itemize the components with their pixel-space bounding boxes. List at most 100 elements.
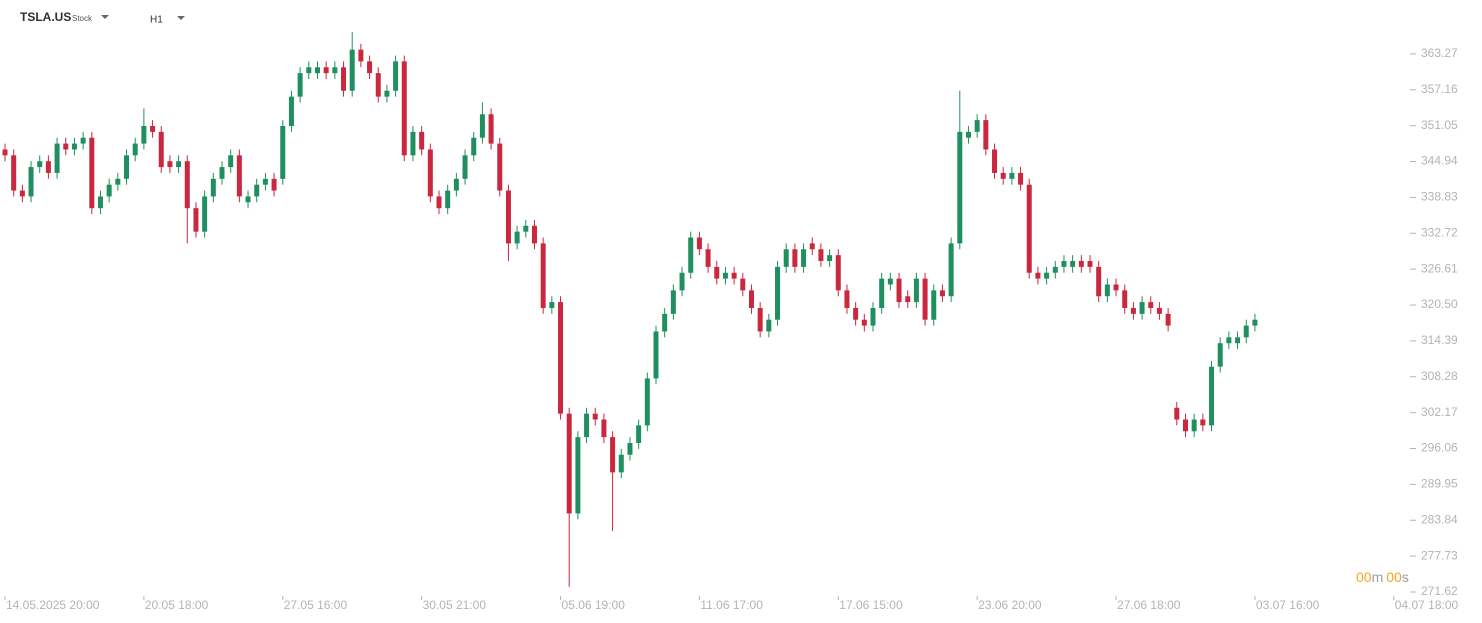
x-tick-label: 20.05 18:00 (145, 598, 209, 612)
y-tick-label: 314.39 (1421, 333, 1458, 347)
candle-body (297, 73, 303, 97)
candle-body (957, 131, 963, 244)
y-tick-label: 357.16 (1421, 82, 1458, 96)
candle-body (497, 143, 503, 191)
candle-body (97, 196, 103, 209)
countdown-minutes: 00 (1356, 569, 1372, 585)
candle-body (1078, 261, 1084, 267)
interval: H1 (150, 15, 163, 26)
candle-body (714, 266, 720, 279)
candle-body (974, 120, 980, 132)
candle-body (1148, 302, 1154, 308)
y-tick-label: 302.17 (1421, 405, 1458, 419)
candle-body (939, 290, 945, 297)
candle-body (575, 437, 581, 514)
candle-body (393, 61, 399, 91)
candle-body (1000, 172, 1006, 179)
candle-body (870, 307, 876, 326)
candle-body (584, 413, 590, 438)
candle-body (1104, 284, 1110, 297)
candle-body (306, 67, 312, 74)
candle-body (332, 67, 338, 74)
candle-body (184, 161, 190, 209)
candle-body (861, 319, 867, 326)
candle-body (254, 184, 260, 197)
candle-body (1243, 325, 1249, 338)
candle-body (740, 278, 746, 291)
candle-body (1200, 419, 1206, 426)
candle-body (922, 278, 928, 320)
candle-body (549, 302, 555, 308)
symbol-selector[interactable]: TSLA.US Stock (20, 10, 109, 24)
candle-body (722, 272, 728, 279)
y-tick-label: 277.73 (1421, 548, 1458, 562)
candle-body (1087, 261, 1093, 267)
candle-body (453, 178, 459, 191)
candle-body (37, 161, 43, 168)
candle-body (89, 137, 95, 209)
candle-body (1165, 313, 1171, 326)
candle-body (844, 290, 850, 308)
candle-body (288, 96, 294, 126)
y-tick-label: 351.05 (1421, 118, 1458, 132)
countdown-unit: s (1402, 569, 1409, 585)
candle-body (610, 437, 616, 473)
interval-selector[interactable]: H1 (150, 15, 185, 26)
candle-body (1070, 261, 1076, 267)
candle-body (948, 243, 954, 297)
candle-body (375, 73, 381, 97)
y-tick-label: 332.72 (1421, 225, 1458, 239)
candle-body (879, 278, 885, 308)
y-tick-label: 289.95 (1421, 477, 1458, 491)
x-tick-label: 27.05 16:00 (284, 598, 348, 612)
candle-body (1191, 419, 1197, 432)
candle-body (592, 413, 598, 420)
candle-body (983, 120, 989, 150)
candle-body (913, 278, 919, 303)
candle-body (601, 419, 607, 438)
y-tick-label: 283.84 (1421, 512, 1458, 526)
candle-body (54, 143, 60, 173)
candle-body (792, 249, 798, 267)
candle-body (688, 237, 694, 273)
x-tick-label: 17.06 15:00 (839, 598, 903, 612)
candle-body (150, 125, 156, 132)
candle-body (775, 266, 781, 320)
candle-body (349, 49, 355, 91)
symbol: TSLA.US (20, 10, 71, 24)
countdown-seconds: 00 (1386, 569, 1402, 585)
x-tick-label: 11.06 17:00 (700, 598, 763, 612)
candle-body (696, 237, 702, 250)
candle-body (1226, 337, 1232, 344)
countdown: 00m 00s (1356, 569, 1409, 585)
candle-body (896, 278, 902, 303)
candle-body (679, 272, 685, 291)
candle-body (367, 61, 373, 74)
candle-body (11, 155, 17, 191)
candle-body (523, 225, 529, 232)
symbol-kind: Stock (72, 14, 93, 23)
candle-body (757, 307, 763, 332)
candle-body (1026, 184, 1032, 273)
candle-body (1235, 337, 1241, 344)
candle-body (1139, 302, 1145, 314)
candle-body (479, 114, 485, 138)
candle-body (1113, 284, 1119, 291)
candle-body (731, 272, 737, 279)
candle-body (124, 155, 130, 179)
y-tick-label: 363.27 (1421, 46, 1458, 60)
candle-body (45, 161, 51, 173)
candle-body (71, 143, 77, 150)
y-tick-label: 320.50 (1421, 297, 1458, 311)
candle-body (384, 90, 390, 97)
x-tick-label: 14.05.2025 20:00 (6, 598, 100, 612)
candle-body (271, 178, 277, 191)
candle-body (28, 167, 34, 197)
y-tick-label: 344.94 (1421, 154, 1458, 168)
candle-body (566, 413, 572, 514)
candle-body (471, 137, 477, 156)
candle-body (931, 290, 937, 320)
candle-body (662, 313, 668, 332)
candle-body (827, 255, 833, 262)
